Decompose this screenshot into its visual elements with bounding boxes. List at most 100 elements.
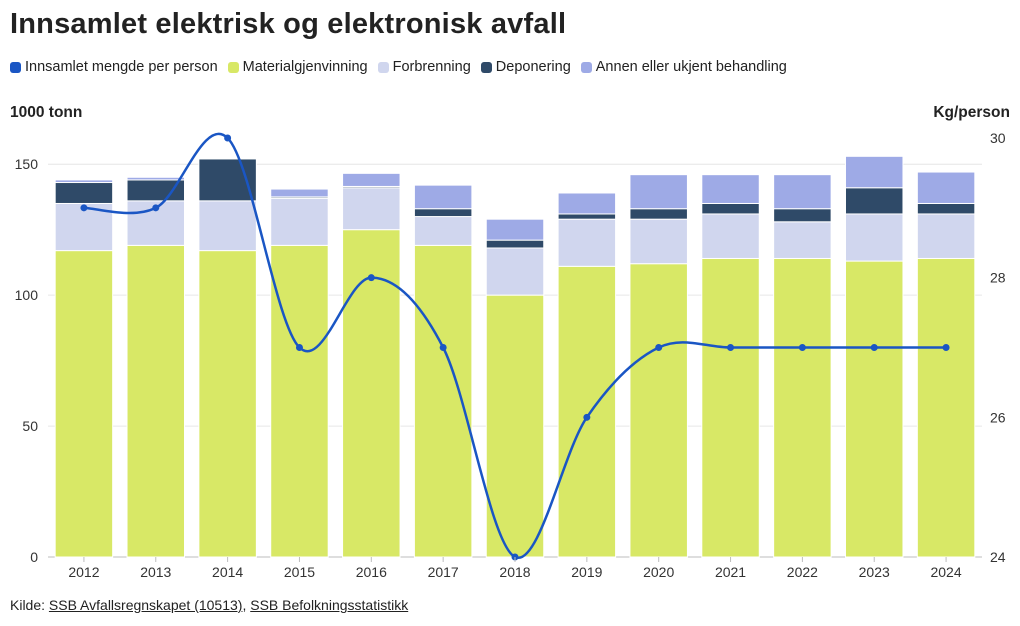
bar-deponering-2023[interactable] [844, 187, 904, 215]
bar-deponering-2018[interactable] [485, 239, 545, 249]
line-point-2021[interactable] [727, 344, 735, 351]
x-axis-ticks: 2012 2013 2014 2015 2016 2017 2018 2019 2020 2021… [68, 557, 962, 580]
bar-deponering-2022[interactable] [773, 208, 832, 223]
y-left-tick-label: 50 [22, 418, 38, 434]
line-point-2016[interactable] [367, 274, 375, 282]
y-right-tick-label: 26 [990, 409, 1006, 425]
legend-item-deponering[interactable]: Deponering [480, 59, 571, 75]
legend: Innsamlet mengde per person Materialgjenv… [10, 59, 787, 75]
x-tick-label-2018: 2018 [499, 564, 530, 580]
bar-forbrenning-2019[interactable] [557, 218, 617, 267]
x-tick-label-2013: 2013 [140, 564, 171, 580]
line-point-2015[interactable] [295, 344, 303, 351]
bar-materialgjenvinning-2013[interactable] [126, 244, 186, 558]
bar-annen-eller-ukjent-behandling-2021[interactable] [701, 174, 760, 204]
x-tick-label-2020: 2020 [643, 564, 674, 580]
bar-materialgjenvinning-2020[interactable] [629, 263, 688, 558]
y-left-tick-label: 150 [15, 156, 39, 172]
bar-materialgjenvinning-2015[interactable] [270, 244, 329, 558]
bar-annen-eller-ukjent-behandling-2022[interactable] [773, 174, 832, 210]
source-link-befolkningsstatistikk[interactable]: SSB Befolkningsstatistikk [250, 597, 409, 613]
bar-annen-eller-ukjent-behandling-2013[interactable] [126, 176, 186, 181]
bar-materialgjenvinning-2023[interactable] [844, 260, 904, 558]
source-note: Kilde: SSB Avfallsregnskapet (10513), SS… [10, 597, 408, 613]
bar-deponering-2013[interactable] [126, 179, 186, 202]
bar-materialgjenvinning-2024[interactable] [916, 257, 976, 558]
legend-swatch [580, 61, 592, 73]
bar-deponering-2014[interactable] [198, 158, 257, 202]
legend-item-materialgjenvinning[interactable]: Materialgjenvinning [227, 59, 368, 75]
line-point-2022[interactable] [798, 344, 806, 351]
bar-annen-eller-ukjent-behandling-2012[interactable] [54, 179, 114, 184]
bar-deponering-2017[interactable] [413, 208, 473, 218]
bar-annen-eller-ukjent-behandling-2018[interactable] [485, 218, 545, 241]
x-tick-label-2022: 2022 [787, 564, 818, 580]
bar-forbrenning-2015[interactable] [270, 197, 329, 246]
bar-materialgjenvinning-2022[interactable] [773, 257, 832, 558]
y-axis-left-ticks: 0 50 100 150 [15, 156, 39, 565]
bar-deponering-2024[interactable] [916, 202, 976, 215]
bar-forbrenning-2023[interactable] [844, 213, 904, 262]
bar-annen-eller-ukjent-behandling-2024[interactable] [916, 171, 976, 204]
bar-forbrenning-2018[interactable] [485, 247, 545, 296]
bar-deponering-2019[interactable] [557, 213, 617, 220]
bar-forbrenning-2022[interactable] [773, 221, 832, 259]
line-point-2023[interactable] [870, 344, 878, 351]
y-left-tick-label: 100 [15, 287, 39, 303]
legend-label: Deponering [495, 59, 571, 75]
legend-label: Annen eller ukjent behandling [595, 59, 787, 75]
bar-forbrenning-2020[interactable] [629, 218, 688, 265]
line-series [80, 132, 950, 561]
bar-series [54, 155, 976, 558]
legend-item-annen-eller-ukjent-behandling[interactable]: Annen eller ukjent behandling [580, 59, 787, 75]
x-tick-label-2016: 2016 [356, 564, 387, 580]
source-link-avfallsregnskapet[interactable]: SSB Avfallsregnskapet (10513) [48, 597, 243, 613]
legend-item-forbrenning[interactable]: Forbrenning [377, 59, 471, 75]
legend-swatch [377, 61, 389, 73]
x-tick-label-2021: 2021 [715, 564, 746, 580]
bar-annen-eller-ukjent-behandling-2023[interactable] [844, 155, 904, 189]
legend-label: Materialgjenvinning [242, 59, 368, 75]
line-point-2020[interactable] [655, 344, 663, 351]
x-tick-label-2017: 2017 [428, 564, 459, 580]
bar-materialgjenvinning-2012[interactable] [54, 250, 114, 558]
bar-forbrenning-2016[interactable] [342, 187, 401, 231]
bar-deponering-2021[interactable] [701, 202, 760, 215]
bar-materialgjenvinning-2019[interactable] [557, 265, 617, 558]
line-point-2014[interactable] [224, 134, 232, 142]
bar-materialgjenvinning-2014[interactable] [198, 250, 257, 558]
x-tick-label-2014: 2014 [212, 564, 243, 580]
bar-forbrenning-2021[interactable] [701, 213, 760, 259]
bar-materialgjenvinning-2021[interactable] [701, 257, 760, 558]
x-tick-label-2012: 2012 [68, 564, 99, 580]
line-point-2019[interactable] [583, 413, 591, 421]
bar-materialgjenvinning-2018[interactable] [485, 294, 545, 558]
legend-item-innsamlet-mengde-per-person[interactable]: Innsamlet mengde per person [10, 59, 218, 75]
line-point-2012[interactable] [80, 204, 88, 212]
bar-forbrenning-2024[interactable] [916, 213, 976, 259]
bar-deponering-2020[interactable] [629, 208, 688, 220]
legend-swatch [227, 61, 239, 73]
y-right-tick-label: 24 [990, 549, 1006, 565]
source-prefix: Kilde: [10, 597, 49, 613]
bar-materialgjenvinning-2016[interactable] [342, 229, 401, 558]
bar-materialgjenvinning-2017[interactable] [413, 244, 473, 558]
y-axis-left-title: 1000 tonn [10, 104, 83, 121]
line-point-2024[interactable] [942, 344, 950, 351]
bar-deponering-2012[interactable] [54, 182, 114, 204]
line-point-2017[interactable] [439, 344, 447, 351]
bar-annen-eller-ukjent-behandling-2019[interactable] [557, 192, 617, 215]
bar-forbrenning-2014[interactable] [198, 200, 257, 252]
legend-label: Forbrenning [392, 59, 471, 75]
x-tick-label-2023: 2023 [859, 564, 890, 580]
bar-forbrenning-2013[interactable] [126, 200, 186, 246]
bar-annen-eller-ukjent-behandling-2015[interactable] [270, 188, 329, 198]
bar-annen-eller-ukjent-behandling-2020[interactable] [629, 174, 688, 210]
x-tick-label-2024: 2024 [930, 564, 961, 580]
bar-annen-eller-ukjent-behandling-2017[interactable] [413, 184, 473, 210]
bar-annen-eller-ukjent-behandling-2016[interactable] [342, 172, 401, 187]
source-separator: , [242, 597, 251, 613]
line-point-2013[interactable] [152, 204, 160, 212]
bar-forbrenning-2017[interactable] [413, 216, 473, 246]
